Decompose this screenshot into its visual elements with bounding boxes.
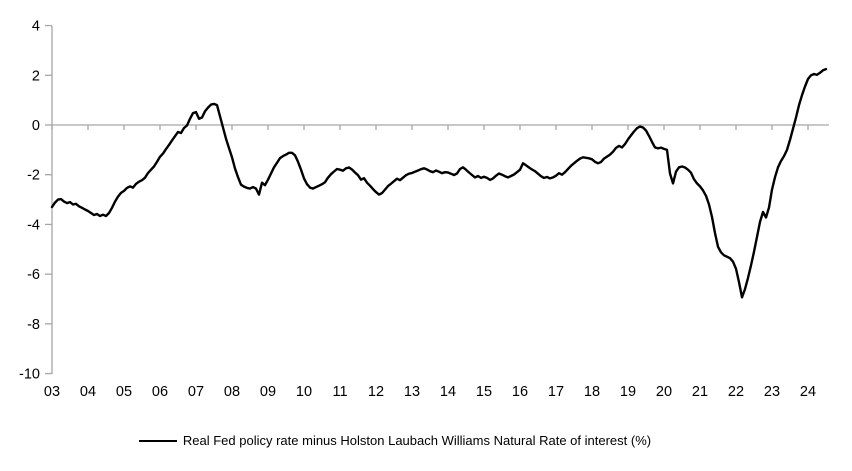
- legend: Real Fed policy rate minus Holston Lauba…: [0, 433, 790, 448]
- x-tick-label: 08: [224, 384, 240, 400]
- y-tick-label: -6: [27, 267, 40, 283]
- x-tick-label: 21: [692, 384, 708, 400]
- y-tick-label: 0: [32, 118, 40, 134]
- x-tick-label: 16: [512, 384, 528, 400]
- x-tick-label: 09: [260, 384, 276, 400]
- x-tick-label: 10: [296, 384, 312, 400]
- x-tick-label: 12: [368, 384, 384, 400]
- y-tick-label: 4: [32, 19, 40, 35]
- x-tick-label: 07: [188, 384, 204, 400]
- legend-label: Real Fed policy rate minus Holston Lauba…: [182, 433, 652, 448]
- x-tick-label: 14: [440, 384, 456, 400]
- y-tick-label: -2: [27, 168, 40, 184]
- x-tick-label: 15: [476, 384, 492, 400]
- x-tick-label: 11: [332, 384, 347, 400]
- x-tick-label: 06: [152, 384, 168, 400]
- x-tick-label: 03: [44, 384, 60, 400]
- data-line-series: [50, 67, 828, 299]
- x-tick-label: 18: [584, 384, 600, 400]
- x-tick-label: 13: [404, 384, 420, 400]
- x-tick-label: 17: [548, 384, 564, 400]
- x-tick-label: 23: [764, 384, 780, 400]
- y-tick-label: -8: [27, 317, 40, 333]
- x-tick-label: 20: [656, 384, 672, 400]
- x-tick-label: 22: [728, 384, 744, 400]
- y-tick-label: -4: [27, 217, 40, 233]
- y-tick-label: 2: [32, 68, 40, 84]
- x-tick-label: 05: [116, 384, 132, 400]
- y-tick-label: -10: [19, 367, 40, 383]
- legend-line-swatch: [138, 439, 177, 442]
- x-tick-label: 04: [80, 384, 96, 400]
- x-tick-label: 24: [800, 384, 816, 400]
- x-tick-label: 19: [620, 384, 636, 400]
